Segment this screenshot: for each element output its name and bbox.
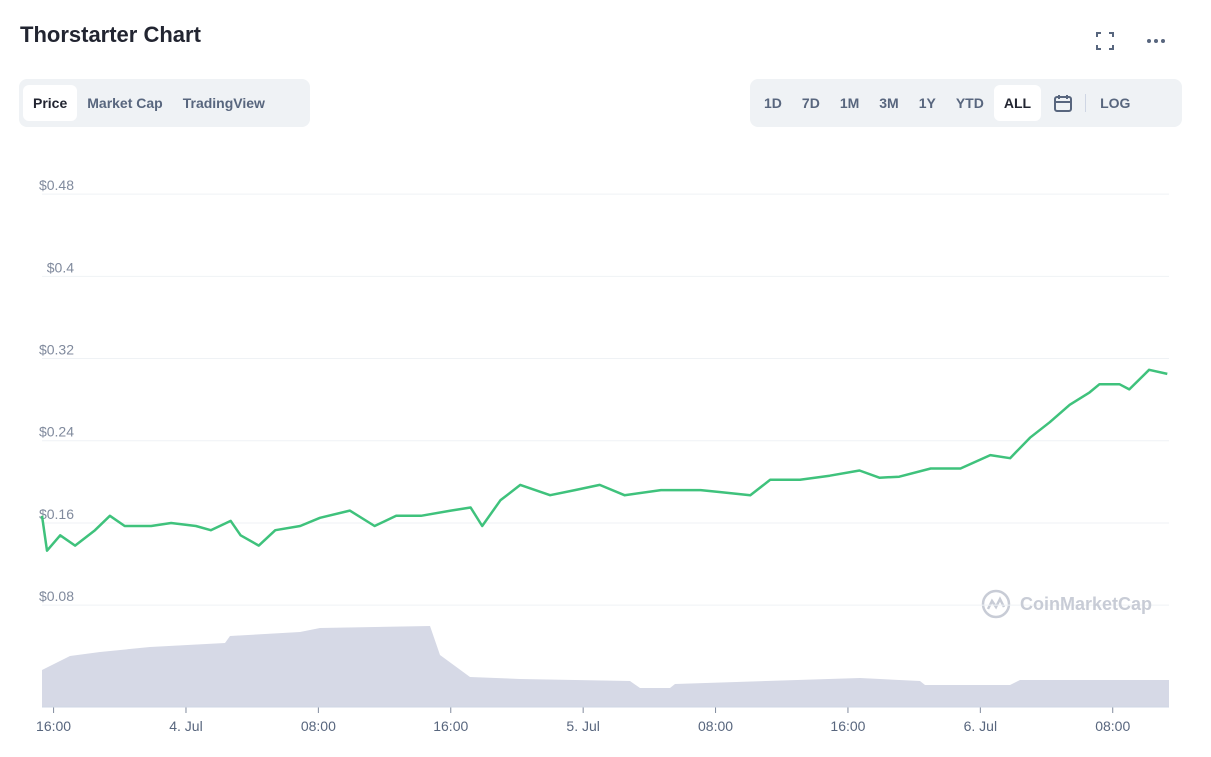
tab-button[interactable]: 3M xyxy=(879,95,899,111)
x-tick-label: 16:00 xyxy=(36,718,71,734)
calendar-icon xyxy=(1054,95,1073,112)
toolbar-icons xyxy=(1096,32,1165,50)
tab-button[interactable]: TradingView xyxy=(182,95,265,111)
y-tick-label: $0.32 xyxy=(39,342,74,358)
tab-button[interactable]: Market Cap xyxy=(87,95,163,111)
watermark-logo xyxy=(981,589,1011,619)
tab-button[interactable]: ALL xyxy=(993,85,1042,121)
y-tick-label: $0.08 xyxy=(39,588,74,604)
x-tick-label: 5. Jul xyxy=(566,718,599,734)
chart: $0.08 $0.16 $0.24 $0.32 $0.4 $0.48 16:00 4. Jul… xyxy=(36,177,1169,734)
volume-area xyxy=(42,626,1169,707)
tab-button[interactable]: 1Y xyxy=(918,95,936,111)
y-tick-label: $0.16 xyxy=(39,506,74,522)
tab-button[interactable]: YTD xyxy=(955,95,984,111)
tab-button[interactable]: 7D xyxy=(801,95,820,111)
tab-button[interactable]: 1M xyxy=(839,95,860,111)
range-group: 1D 7D 1M 3M 1Y YTD ALL LOG xyxy=(750,79,1182,127)
x-tick-label: 4. Jul xyxy=(169,718,202,734)
price-line xyxy=(40,368,1168,552)
x-tick-label: 16:00 xyxy=(433,718,468,734)
watermark: CoinMarketCap xyxy=(1020,594,1152,614)
x-tick-label: 08:00 xyxy=(301,718,336,734)
x-tick-label: 6. Jul xyxy=(964,718,997,734)
x-tick-label: 08:00 xyxy=(1095,718,1130,734)
fullscreen-icon[interactable] xyxy=(1096,32,1114,50)
tab-button[interactable]: Price xyxy=(23,85,78,121)
title: Thorstarter Chart xyxy=(20,22,201,47)
tab-group: Price Market Cap TradingView xyxy=(19,79,310,127)
tab-button[interactable]: LOG xyxy=(1100,95,1131,111)
calendar-button[interactable] xyxy=(1041,94,1087,112)
y-tick-label: $0.48 xyxy=(39,177,74,193)
y-tick-label: $0.24 xyxy=(39,424,74,440)
tab-button[interactable]: 1D xyxy=(764,95,782,111)
x-tick-label: 08:00 xyxy=(698,718,733,734)
y-tick-label: $0.4 xyxy=(47,259,74,275)
more-icon[interactable] xyxy=(1147,39,1165,43)
x-tick-label: 16:00 xyxy=(830,718,865,734)
